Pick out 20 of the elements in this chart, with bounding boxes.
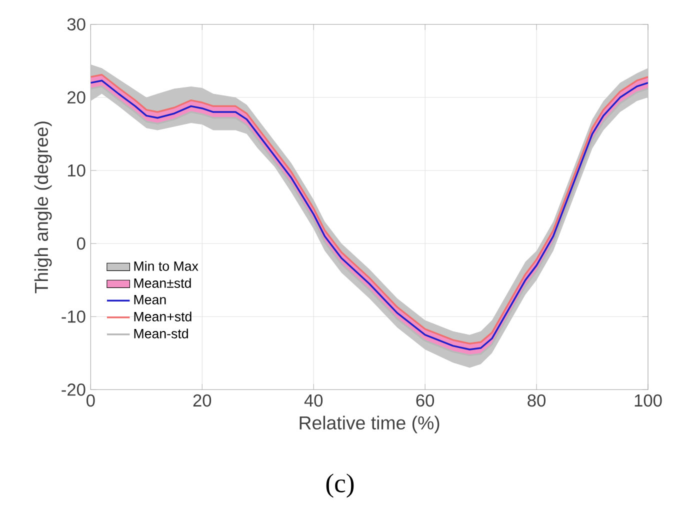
y-tick-label: 20 [68,91,86,104]
x-tick-label: 40 [304,394,323,407]
legend-label: Min to Max [134,261,198,271]
x-tick-label: 100 [634,394,662,407]
x-axis-title: Relative time (%) [300,416,440,434]
y-tick-label: -10 [62,310,86,323]
x-tick-label: 80 [528,394,546,407]
y-tick-label: 30 [67,18,86,30]
y-axis-title: Thigh angle (degree) [34,122,52,294]
x-tick-label: 60 [416,394,434,407]
legend-label: Mean [134,295,166,304]
text: (c) [326,474,354,498]
y-tick-label: -20 [62,384,86,396]
legend-label: Mean+std [134,312,192,322]
legend-label: Mean±std [134,278,191,288]
x-tick-label: 0 [86,394,95,407]
legend-label: Mean-std [134,328,188,338]
x-tick-label: 20 [193,394,212,407]
y-tick-label: 10 [68,164,86,177]
y-tick-label: 0 [76,237,86,250]
